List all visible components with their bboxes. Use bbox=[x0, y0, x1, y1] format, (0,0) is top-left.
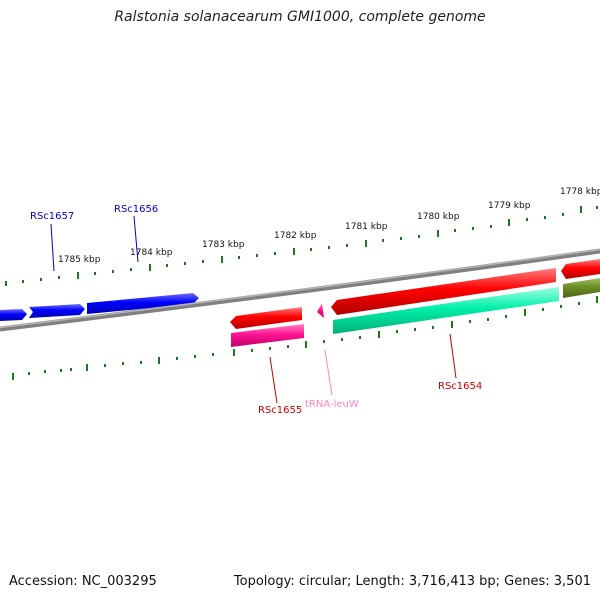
gene-arrow-rsc1656[interactable] bbox=[87, 293, 199, 314]
feature-label-rsc1655[interactable]: RSc1655 bbox=[258, 405, 302, 416]
scale-label-1779: 1779 kbp bbox=[488, 201, 531, 211]
cds-bar-next[interactable] bbox=[563, 278, 600, 298]
genome-summary-text: Topology: circular; Length: 3,716,413 bp… bbox=[233, 574, 591, 589]
gene-arrow-rsc1655[interactable] bbox=[230, 307, 302, 329]
scale-labels: 1778 kbp 1779 kbp 1780 kbp 1781 kbp 1782… bbox=[58, 187, 600, 265]
gene-arrow-next[interactable] bbox=[561, 259, 600, 279]
feature-label-rsc1656[interactable]: RSc1656 bbox=[114, 204, 158, 215]
feature-labels: RSc1657 RSc1656 RSc1655 tRNA-leuW RSc165… bbox=[30, 204, 482, 416]
leader-rsc1654 bbox=[449, 333, 457, 379]
leader-rsc1656 bbox=[133, 215, 139, 263]
leader-rsc1657 bbox=[50, 223, 55, 272]
outer-scale-ticks bbox=[5, 206, 598, 286]
forward-genes bbox=[0, 293, 199, 321]
gene-arrow-left-edge[interactable] bbox=[0, 309, 27, 321]
feature-label-rsc1654[interactable]: RSc1654 bbox=[438, 381, 482, 392]
scale-label-1781: 1781 kbp bbox=[345, 222, 388, 232]
genome-backbone bbox=[0, 248, 600, 332]
scale-label-1783: 1783 kbp bbox=[202, 240, 245, 250]
scale-label-1785: 1785 kbp bbox=[58, 255, 101, 265]
accession-text: Accession: NC_003295 bbox=[9, 574, 157, 589]
leader-trna-leuw bbox=[324, 349, 333, 396]
feature-label-rsc1657[interactable]: RSc1657 bbox=[30, 211, 74, 222]
scale-label-1784: 1784 kbp bbox=[130, 248, 173, 258]
reverse-cds bbox=[231, 278, 600, 347]
map-title: Ralstonia solanacearum GMI1000, complete… bbox=[114, 9, 486, 25]
cds-bar-rsc1655[interactable] bbox=[231, 324, 304, 347]
genome-backbone-highlight bbox=[0, 248, 600, 329]
scale-label-1780: 1780 kbp bbox=[417, 212, 460, 222]
gene-arrow-rsc1657[interactable] bbox=[29, 304, 85, 318]
gene-arrow-trna-leuw[interactable] bbox=[317, 303, 324, 318]
scale-label-1782: 1782 kbp bbox=[274, 231, 317, 241]
gene-arrow-rsc1654[interactable] bbox=[331, 268, 556, 315]
feature-label-trna-leuw[interactable]: tRNA-leuW bbox=[305, 399, 359, 410]
leader-rsc1655 bbox=[269, 356, 278, 404]
label-leaders bbox=[50, 215, 457, 404]
inner-scale-ticks bbox=[12, 296, 598, 380]
cds-bar-rsc1654[interactable] bbox=[333, 287, 559, 334]
scale-label-1778: 1778 kbp bbox=[560, 187, 600, 197]
reverse-genes bbox=[230, 259, 600, 329]
